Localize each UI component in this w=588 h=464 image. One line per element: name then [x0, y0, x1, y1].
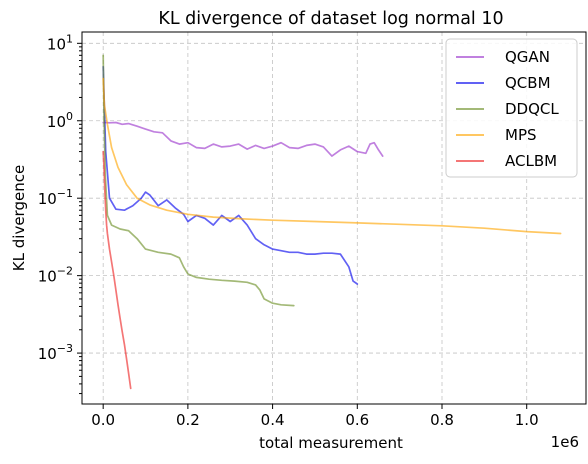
x-tick-label: 0.8: [430, 411, 454, 429]
y-tick-label: 10−3: [38, 342, 73, 363]
x-tick-label: 1.0: [515, 411, 539, 429]
series-line-qcbm: [102, 65, 359, 285]
y-tick-label: 101: [47, 32, 73, 53]
chart-title: KL divergence of dataset log normal 10: [158, 9, 503, 29]
legend-label-qcbm: QCBM: [505, 74, 551, 92]
x-axis-offset-label: 1e6: [551, 433, 579, 451]
grid-lines: [82, 32, 586, 404]
series-line-qgan: [102, 121, 384, 157]
series-lines: [102, 54, 562, 390]
series-line-ddqcl: [102, 54, 295, 307]
legend-label-mps: MPS: [505, 126, 537, 144]
x-tick-label: 0.6: [345, 411, 369, 429]
plot-frame: [81, 31, 587, 405]
series-line-mps: [102, 77, 562, 235]
y-tick-label: 10−1: [38, 187, 73, 208]
series-line-aclbm: [102, 150, 132, 390]
axis-ticks: 0.0 0.2 0.4 0.6 0.8 1.0 101 100 10−1 10−2 10−3: [38, 32, 539, 429]
y-tick-label: 100: [47, 110, 73, 131]
x-axis-label: total measurement: [259, 434, 403, 452]
legend-label-aclbm: ACLBM: [505, 152, 557, 170]
x-tick-label: 0.0: [91, 411, 115, 429]
y-tick-label: 10−2: [38, 265, 73, 286]
legend: QGAN QCBM DDQCL MPS ACLBM: [445, 38, 578, 178]
legend-box: [445, 38, 578, 178]
x-tick-label: 0.4: [261, 411, 285, 429]
legend-label-qgan: QGAN: [505, 48, 550, 66]
legend-label-ddqcl: DDQCL: [505, 100, 559, 118]
x-tick-label: 0.2: [176, 411, 200, 429]
y-axis-label: KL divergence: [10, 165, 28, 271]
